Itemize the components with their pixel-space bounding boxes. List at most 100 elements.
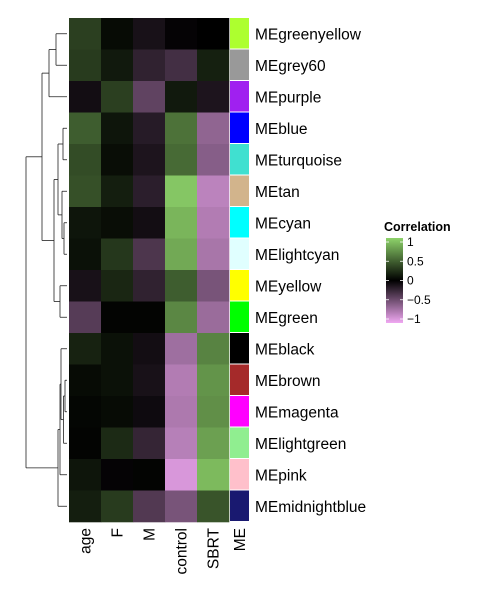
column-label-SBRT: SBRT (206, 527, 223, 569)
row-label-MEmidnightblue: MEmidnightblue (255, 499, 366, 516)
cell-MElightcyan-M (133, 238, 166, 271)
legend-tick-label: −1 (407, 312, 421, 326)
cell-MEyellow-control (165, 270, 198, 302)
cell-MEturquoise-control (165, 144, 198, 176)
cell-MEgreenyellow-age (69, 18, 102, 50)
module-color-MEbrown (230, 364, 249, 395)
heatmap-cells (69, 18, 230, 523)
cell-MEpink-age (69, 459, 102, 491)
cell-MEblack-SBRT (197, 333, 230, 365)
cell-MEtan-SBRT (197, 175, 230, 208)
cell-MEblue-F (101, 112, 134, 145)
cell-MElightgreen-F (101, 427, 134, 460)
row-label-MEcyan: MEcyan (255, 215, 311, 232)
cell-MEcyan-SBRT (197, 207, 230, 239)
legend-tick-label: 0 (407, 274, 414, 288)
cell-MEgreenyellow-F (101, 18, 134, 50)
cell-MEcyan-control (165, 207, 198, 239)
row-label-MEgreenyellow: MEgreenyellow (255, 26, 362, 43)
cell-MEmagenta-age (69, 396, 102, 428)
cell-MEblack-age (69, 333, 102, 365)
cell-MEmidnightblue-SBRT (197, 490, 230, 523)
cell-MEgreenyellow-M (133, 18, 166, 50)
cell-MEpink-M (133, 459, 166, 491)
cell-MEtan-M (133, 175, 166, 208)
row-label-MEmagenta: MEmagenta (255, 404, 339, 421)
cell-MEmagenta-M (133, 396, 166, 428)
module-color-MEblack (230, 333, 249, 364)
cell-MEgreen-age (69, 301, 102, 334)
legend-tick-label: 1 (407, 235, 414, 249)
cell-MElightgreen-control (165, 427, 198, 460)
cell-MEgreen-control (165, 301, 198, 334)
cell-MEpink-control (165, 459, 198, 491)
cell-MEgreenyellow-SBRT (197, 18, 230, 50)
module-color-column (230, 18, 249, 521)
cell-MElightcyan-age (69, 238, 102, 271)
cell-MEmagenta-SBRT (197, 396, 230, 428)
cell-MElightgreen-age (69, 427, 102, 460)
module-color-MEpurple (230, 81, 249, 112)
module-color-MEtan (230, 175, 249, 206)
cell-MEbrown-control (165, 364, 198, 397)
cell-MEyellow-SBRT (197, 270, 230, 302)
cell-MEturquoise-M (133, 144, 166, 176)
cell-MEpurple-SBRT (197, 81, 230, 113)
cell-MEblue-M (133, 112, 166, 145)
cell-MEyellow-age (69, 270, 102, 302)
cell-MEblue-control (165, 112, 198, 145)
row-label-MEturquoise: MEturquoise (255, 152, 342, 169)
cell-MEbrown-SBRT (197, 364, 230, 397)
cell-MEpurple-control (165, 81, 198, 113)
module-color-MEgreen (230, 301, 249, 332)
module-color-MEgrey60 (230, 49, 249, 80)
row-labels: MEgreenyellow MEgrey60 MEpurple MEblue MEtur… (255, 26, 366, 516)
legend-tick-label: 0.5 (407, 254, 424, 268)
row-label-MEpink: MEpink (255, 467, 307, 484)
cell-MEyellow-F (101, 270, 134, 302)
cell-MEcyan-age (69, 207, 102, 239)
cell-MEyellow-M (133, 270, 166, 302)
module-color-MEyellow (230, 270, 249, 301)
row-label-MEyellow: MEyellow (255, 278, 322, 295)
row-label-MEblack: MEblack (255, 341, 315, 358)
module-color-MElightcyan (230, 238, 249, 269)
cell-MEpurple-F (101, 81, 134, 113)
cell-MEbrown-F (101, 364, 134, 397)
row-dendrogram (25, 33, 67, 507)
cell-MEgreen-M (133, 301, 166, 334)
cell-MEturquoise-SBRT (197, 144, 230, 176)
cell-MElightcyan-SBRT (197, 238, 230, 271)
cell-MElightgreen-M (133, 427, 166, 460)
cell-MElightgreen-SBRT (197, 427, 230, 460)
module-color-MEpink (230, 459, 249, 490)
cell-MEgreen-SBRT (197, 301, 230, 334)
cell-MEmagenta-F (101, 396, 134, 428)
row-label-MEgreen: MEgreen (255, 310, 318, 327)
cell-MElightcyan-F (101, 238, 134, 271)
cell-MEblack-M (133, 333, 166, 365)
cell-MEgrey60-F (101, 49, 134, 82)
legend-colorbar (386, 238, 403, 323)
legend-title: Correlation (384, 220, 451, 234)
column-label-control: control (174, 528, 191, 575)
module-color-MEmagenta (230, 396, 249, 427)
cell-MEtan-F (101, 175, 134, 208)
cell-MEpink-SBRT (197, 459, 230, 491)
cell-MEcyan-F (101, 207, 134, 239)
cell-MElightcyan-control (165, 238, 198, 271)
cell-MEbrown-M (133, 364, 166, 397)
cell-MEgrey60-SBRT (197, 49, 230, 82)
row-label-MEbrown: MEbrown (255, 373, 320, 390)
module-color-MEblue (230, 112, 249, 143)
row-label-MEpurple: MEpurple (255, 89, 321, 106)
column-label-ME: ME (232, 528, 249, 551)
cell-MEtan-age (69, 175, 102, 208)
column-label-M: M (142, 528, 159, 541)
cell-MEpurple-age (69, 81, 102, 113)
column-label-age: age (78, 528, 95, 554)
cell-MEgrey60-age (69, 49, 102, 82)
cell-MEmidnightblue-control (165, 490, 198, 523)
module-color-MEgreenyellow (230, 18, 249, 49)
